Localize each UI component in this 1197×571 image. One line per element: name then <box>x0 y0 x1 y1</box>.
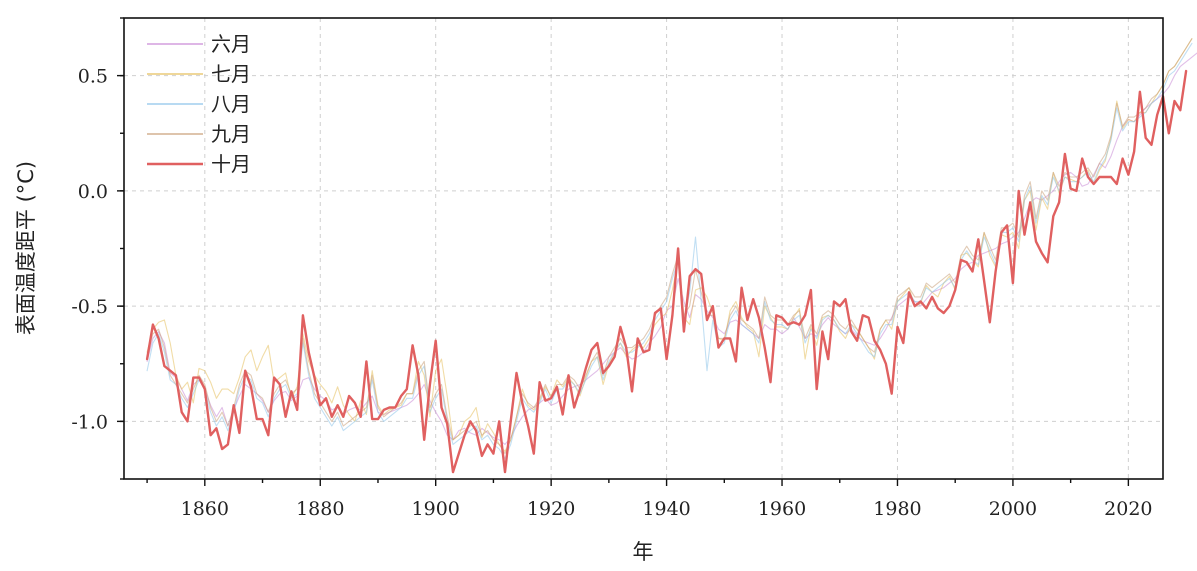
x-tick-label: 1860 <box>181 498 229 520</box>
x-tick-label: 1880 <box>296 498 344 520</box>
x-tick-label: 1900 <box>412 498 460 520</box>
y-tick-label: -1.0 <box>71 411 108 433</box>
y-tick-label: -0.5 <box>71 296 108 318</box>
y-tick-label: 0.5 <box>78 66 108 88</box>
y-axis-tick-labels: -1.0 -0.5 0.0 0.5 <box>71 66 108 434</box>
x-tick-label: 2000 <box>989 498 1037 520</box>
grid-lines <box>124 18 1163 479</box>
series-lines <box>145 38 1197 474</box>
x-tick-label: 2020 <box>1104 498 1152 520</box>
plot-frame <box>123 17 1164 480</box>
x-tick-label: 1920 <box>527 498 575 520</box>
axis-ticks <box>117 17 1130 486</box>
series-line-3 <box>146 42 1193 459</box>
legend-label: 七月 <box>211 62 251 86</box>
x-tick-label: 1940 <box>642 498 690 520</box>
series-line-5 <box>145 69 1188 474</box>
series-line-4 <box>146 38 1193 455</box>
y-axis-title: 表面温度距平 (°C) <box>14 161 38 335</box>
x-tick-label: 1960 <box>758 498 806 520</box>
series-line-2 <box>146 38 1193 452</box>
legend-label: 六月 <box>211 32 251 56</box>
x-tick-label: 1980 <box>873 498 921 520</box>
y-tick-label: 0.0 <box>78 181 108 203</box>
x-axis-tick-labels: 1860 1880 1900 1920 1940 1960 1980 2000 2020 <box>181 498 1153 520</box>
x-axis-title: 年 <box>633 540 654 564</box>
legend-label: 九月 <box>211 122 251 146</box>
legend-label: 八月 <box>211 92 251 116</box>
legend-label: 十月 <box>211 152 251 176</box>
